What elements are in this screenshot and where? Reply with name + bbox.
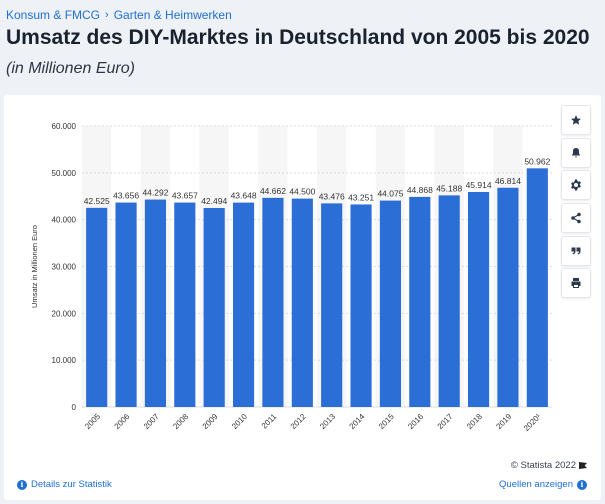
settings-button[interactable] bbox=[561, 170, 591, 201]
bar bbox=[526, 168, 548, 407]
bar bbox=[438, 195, 460, 407]
y-tick-label: 10.000 bbox=[52, 356, 77, 365]
data-label: 44.868 bbox=[407, 185, 433, 195]
bar bbox=[144, 199, 167, 407]
details-link-label: Details zur Statistik bbox=[31, 479, 112, 490]
x-tick-label: 2005 bbox=[83, 412, 102, 431]
bar bbox=[86, 207, 108, 407]
x-tick-label: 2017 bbox=[436, 412, 455, 431]
breadcrumb: Konsum & FMCG › Garten & Heimwerken bbox=[6, 8, 232, 22]
x-tick-label: 2006 bbox=[113, 412, 132, 431]
data-label: 44.292 bbox=[142, 188, 168, 198]
data-label: 43.656 bbox=[113, 191, 139, 201]
bar bbox=[379, 200, 402, 407]
bar bbox=[350, 204, 372, 407]
data-label: 45.914 bbox=[466, 180, 492, 190]
breadcrumb-separator: › bbox=[105, 9, 109, 21]
quote-icon bbox=[571, 247, 581, 255]
data-label: 44.075 bbox=[377, 189, 403, 199]
data-label: 43.648 bbox=[231, 191, 257, 201]
notification-button[interactable] bbox=[561, 137, 591, 168]
print-button[interactable] bbox=[561, 268, 591, 299]
data-label: 44.662 bbox=[260, 186, 286, 196]
sources-link[interactable]: Quellen anzeigen i bbox=[499, 479, 587, 490]
bar bbox=[409, 196, 431, 407]
data-label: 42.525 bbox=[84, 196, 110, 206]
x-tick-label: 2010 bbox=[230, 412, 249, 431]
share-icon bbox=[571, 212, 581, 224]
bar-chart: 0 10.000 20.000 30.000 40.000 50.000 60.000 Ums… bbox=[30, 122, 552, 433]
info-icon: i bbox=[17, 479, 27, 490]
data-label: 43.476 bbox=[319, 191, 345, 201]
x-tick-label: 2020¹ bbox=[522, 412, 543, 433]
y-tick-label: 0 bbox=[72, 403, 77, 412]
copyright-text: © Statista 2022 bbox=[510, 460, 576, 471]
x-tick-label: 2019 bbox=[494, 412, 513, 431]
print-icon bbox=[571, 278, 581, 289]
copyright-notice: © Statista 2022 bbox=[511, 460, 587, 471]
x-tick-label: 2012 bbox=[289, 412, 308, 431]
bar bbox=[291, 198, 313, 407]
chart-toolbar bbox=[561, 105, 593, 301]
data-label: 50.962 bbox=[524, 156, 550, 166]
data-label: 45.188 bbox=[436, 183, 462, 193]
data-label: 44.500 bbox=[289, 187, 315, 197]
bar bbox=[174, 202, 196, 407]
y-tick-label: 50.000 bbox=[52, 169, 77, 178]
gear-icon bbox=[571, 179, 581, 191]
bar bbox=[115, 202, 137, 407]
x-tick-label: 2013 bbox=[318, 412, 337, 431]
bar bbox=[262, 197, 284, 407]
flag-icon bbox=[579, 462, 587, 469]
x-tick-label: 2014 bbox=[348, 412, 367, 431]
y-tick-label: 60.000 bbox=[52, 122, 77, 131]
y-axis-label: Umsatz in Millionen Euro bbox=[30, 225, 39, 308]
x-tick-label: 2007 bbox=[142, 412, 161, 431]
data-label: 42.494 bbox=[201, 196, 227, 206]
bar bbox=[497, 187, 519, 407]
bar bbox=[321, 203, 343, 407]
x-tick-label: 2008 bbox=[171, 412, 190, 431]
y-tick-label: 20.000 bbox=[52, 309, 77, 318]
x-tick-label: 2016 bbox=[406, 412, 425, 431]
x-tick-label: 2009 bbox=[201, 412, 220, 431]
details-link[interactable]: i Details zur Statistik bbox=[17, 479, 112, 490]
x-tick-label: 2018 bbox=[465, 412, 484, 431]
breadcrumb-item-konsum[interactable]: Konsum & FMCG bbox=[6, 8, 101, 22]
data-label: 46.814 bbox=[495, 176, 521, 186]
bar bbox=[203, 207, 225, 407]
page-title: Umsatz des DIY-Marktes in Deutschland vo… bbox=[6, 26, 590, 49]
data-label: 43.657 bbox=[172, 191, 198, 201]
page-subtitle: (in Millionen Euro) bbox=[6, 60, 135, 77]
bell-icon bbox=[572, 147, 580, 158]
share-button[interactable] bbox=[561, 203, 591, 234]
bar bbox=[232, 202, 255, 407]
sources-link-label: Quellen anzeigen bbox=[499, 479, 573, 490]
favorite-button[interactable] bbox=[561, 105, 591, 135]
star-icon bbox=[571, 115, 581, 125]
cite-button[interactable] bbox=[561, 235, 591, 266]
x-tick-label: 2011 bbox=[260, 412, 279, 431]
x-tick-label: 2015 bbox=[377, 412, 396, 431]
bar bbox=[467, 191, 490, 407]
y-tick-label: 40.000 bbox=[52, 216, 77, 225]
data-label: 43.251 bbox=[348, 192, 374, 202]
y-tick-label: 30.000 bbox=[52, 263, 77, 272]
chart-card: 0 10.000 20.000 30.000 40.000 50.000 60.000 Ums… bbox=[4, 95, 601, 500]
info-icon: i bbox=[577, 479, 587, 490]
breadcrumb-item-garten[interactable]: Garten & Heimwerken bbox=[113, 8, 232, 22]
